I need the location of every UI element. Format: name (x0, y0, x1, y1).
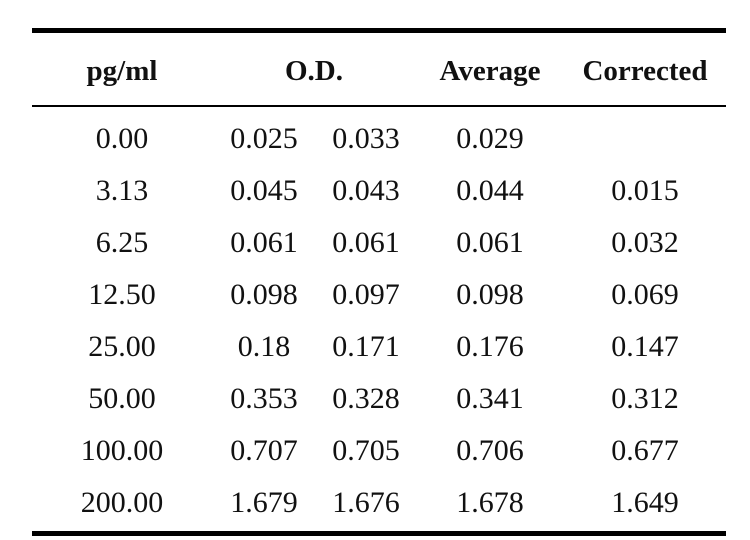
bottom-rule (32, 531, 726, 536)
table-row: 25.00 0.18 0.171 0.176 0.147 (32, 321, 726, 373)
cell-pg: 200.00 (80, 486, 164, 519)
table-row: 12.50 0.098 0.097 0.098 0.069 (32, 269, 726, 321)
table-row: 200.00 1.679 1.676 1.678 1.649 (32, 477, 726, 529)
cell-od2: 0.061 (332, 226, 400, 259)
header-pg-ml: pg/ml (86, 54, 158, 87)
top-rule (32, 28, 726, 33)
table-row: 3.13 0.045 0.043 0.044 0.015 (32, 165, 726, 217)
cell-corrected: 0.312 (611, 382, 679, 415)
cell-average: 0.029 (456, 122, 524, 155)
cell-od1: 0.18 (237, 330, 291, 363)
cell-od2: 0.705 (332, 434, 400, 467)
header-average: Average (439, 54, 541, 87)
cell-od1: 0.025 (230, 122, 298, 155)
cell-od2: 0.097 (332, 278, 400, 311)
cell-pg: 3.13 (95, 174, 149, 207)
cell-corrected: 0.032 (611, 226, 679, 259)
header-corrected: Corrected (582, 54, 708, 87)
table-row: 0.00 0.025 0.033 0.029 (32, 107, 726, 165)
cell-corrected: 0.147 (611, 330, 679, 363)
header-row: pg/ml O.D. Average Corrected (32, 33, 726, 105)
cell-od1: 1.679 (230, 486, 298, 519)
table-body: 0.00 0.025 0.033 0.029 3.13 0.045 0.043 … (32, 107, 726, 529)
cell-od2: 0.033 (332, 122, 400, 155)
cell-average: 0.341 (456, 382, 524, 415)
data-table-container: pg/ml O.D. Average Corrected 0.00 0.025 … (32, 28, 726, 536)
cell-pg: 12.50 (88, 278, 156, 311)
cell-od1: 0.098 (230, 278, 298, 311)
standard-curve-table: pg/ml O.D. Average Corrected (32, 33, 726, 105)
cell-average: 0.706 (456, 434, 524, 467)
cell-corrected: 0.677 (611, 434, 679, 467)
cell-od1: 0.045 (230, 174, 298, 207)
table-row: 100.00 0.707 0.705 0.706 0.677 (32, 425, 726, 477)
cell-od2: 0.328 (332, 382, 400, 415)
cell-pg: 6.25 (95, 226, 149, 259)
cell-pg: 100.00 (80, 434, 164, 467)
cell-od1: 0.061 (230, 226, 298, 259)
cell-pg: 50.00 (88, 382, 156, 415)
cell-corrected (564, 107, 726, 165)
cell-pg: 25.00 (88, 330, 156, 363)
table-row: 50.00 0.353 0.328 0.341 0.312 (32, 373, 726, 425)
cell-corrected: 0.069 (611, 278, 679, 311)
header-od: O.D. (285, 54, 343, 87)
cell-pg: 0.00 (95, 122, 149, 155)
cell-average: 0.044 (456, 174, 524, 207)
cell-od1: 0.707 (230, 434, 298, 467)
cell-od2: 0.171 (332, 330, 400, 363)
header-rule (32, 105, 726, 107)
cell-average: 0.098 (456, 278, 524, 311)
cell-corrected: 1.649 (611, 486, 679, 519)
cell-average: 1.678 (456, 486, 524, 519)
cell-average: 0.061 (456, 226, 524, 259)
cell-corrected: 0.015 (611, 174, 679, 207)
cell-od1: 0.353 (230, 382, 298, 415)
table-row: 6.25 0.061 0.061 0.061 0.032 (32, 217, 726, 269)
table-header: pg/ml O.D. Average Corrected (32, 33, 726, 105)
cell-od2: 1.676 (332, 486, 400, 519)
standard-curve-table-body: 0.00 0.025 0.033 0.029 3.13 0.045 0.043 … (32, 107, 726, 529)
cell-od2: 0.043 (332, 174, 400, 207)
cell-average: 0.176 (456, 330, 524, 363)
